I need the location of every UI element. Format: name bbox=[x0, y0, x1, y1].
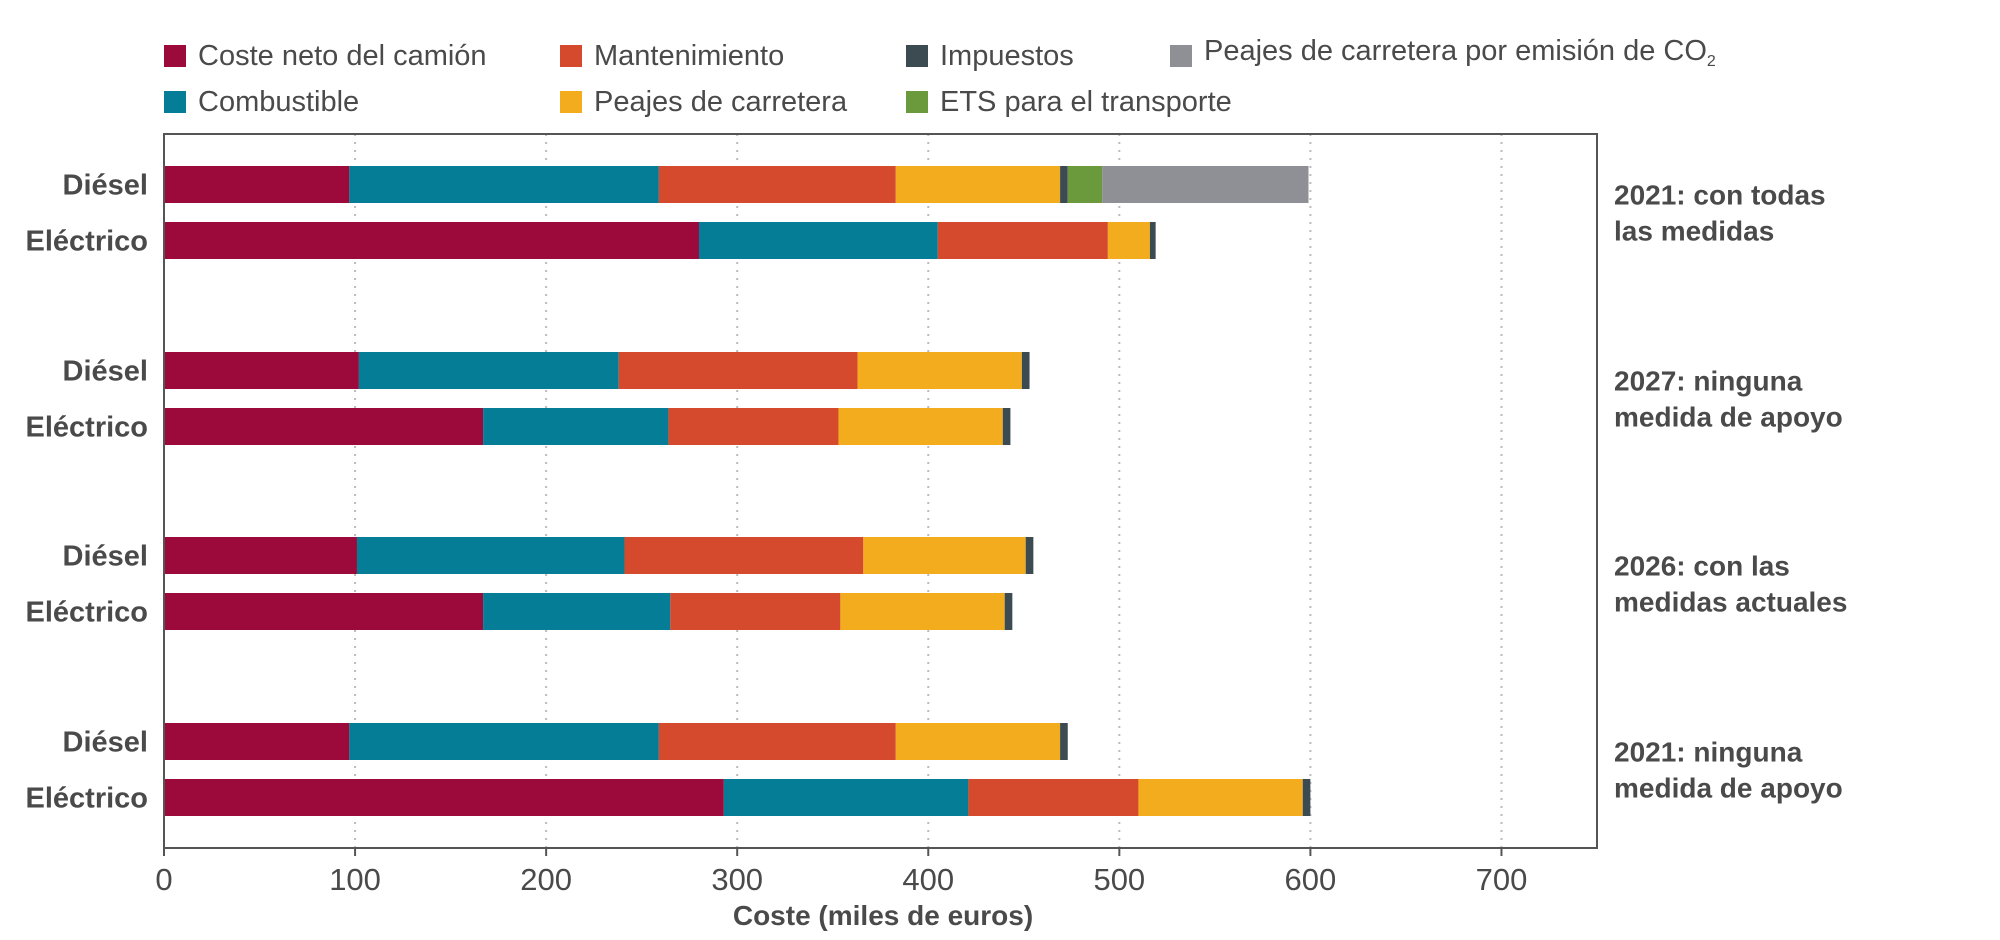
bar-segment-coste-neto bbox=[164, 779, 724, 816]
bar-segment-combustible bbox=[356, 537, 625, 574]
bar-segment-impuestos bbox=[1302, 779, 1311, 816]
row-label: Eléctrico bbox=[26, 226, 149, 258]
tick-label: 500 bbox=[1093, 862, 1145, 897]
bar-segment-mantenimiento bbox=[968, 779, 1139, 816]
bar-segment-coste-neto bbox=[164, 166, 350, 203]
bar-segment-combustible bbox=[358, 352, 619, 389]
legend-label-peajes-co2-subscript: 2 bbox=[1706, 52, 1716, 70]
bar-segment-coste-neto bbox=[164, 352, 359, 389]
bar-segment-mantenimiento bbox=[658, 723, 896, 760]
tick-label: 300 bbox=[711, 862, 763, 897]
legend-item-ets: ETS para el transporte bbox=[906, 80, 1232, 124]
legend-swatch-ets bbox=[906, 91, 928, 113]
bar-segment-combustible bbox=[483, 408, 669, 445]
legend-swatch-mantenimiento bbox=[560, 45, 582, 67]
row-label: Eléctrico bbox=[26, 597, 149, 629]
bar-segment-mantenimiento bbox=[658, 166, 896, 203]
group-label: las medidas bbox=[1614, 216, 1774, 247]
x-axis-title: Coste (miles de euros) bbox=[733, 900, 1033, 931]
bar-segment-mantenimiento bbox=[670, 593, 841, 630]
tick-label: 700 bbox=[1476, 862, 1528, 897]
legend-item-impuestos: Impuestos bbox=[906, 34, 1074, 78]
bar-segment-peajes bbox=[1138, 779, 1303, 816]
group-label: 2021: con todas bbox=[1614, 180, 1826, 211]
bar-segment-mantenimiento bbox=[618, 352, 858, 389]
bar-segment-coste-neto bbox=[164, 537, 357, 574]
legend-item-peajes: Peajes de carretera bbox=[560, 80, 847, 124]
row-label: Eléctrico bbox=[26, 783, 149, 815]
group-label: medida de apoyo bbox=[1614, 773, 1843, 804]
bar-segment-combustible bbox=[698, 222, 938, 259]
bar-segment-peajes bbox=[840, 593, 1005, 630]
bar-segment-ets bbox=[1067, 166, 1103, 203]
legend-item-mantenimiento: Mantenimiento bbox=[560, 34, 784, 78]
legend: Coste neto del camión Mantenimiento Impu… bbox=[164, 34, 1784, 134]
row-label: Diésel bbox=[63, 356, 148, 388]
legend-label-mantenimiento: Mantenimiento bbox=[594, 40, 785, 72]
bar-segment-combustible bbox=[723, 779, 969, 816]
group-label: medida de apoyo bbox=[1614, 402, 1843, 433]
row-labels: Diésel Eléctrico Diésel Eléctrico Diésel Eléc… bbox=[26, 170, 149, 815]
plot-border bbox=[163, 133, 1598, 849]
group-label: 2027: ninguna bbox=[1614, 366, 1803, 397]
legend-swatch-impuestos bbox=[906, 45, 928, 67]
plot-frame bbox=[163, 133, 1598, 849]
row-label: Diésel bbox=[63, 541, 148, 573]
bar-segment-impuestos bbox=[1021, 352, 1030, 389]
bar-segment-combustible bbox=[483, 593, 671, 630]
legend-swatch-peajes bbox=[560, 91, 582, 113]
bar-segment-peajes-co2 bbox=[1102, 166, 1309, 203]
bar-segment-mantenimiento bbox=[937, 222, 1108, 259]
bar-segment-peajes bbox=[1107, 222, 1150, 259]
bar-segment-peajes bbox=[895, 166, 1061, 203]
bar-segment-impuestos bbox=[1025, 537, 1034, 574]
group-label: medidas actuales bbox=[1614, 587, 1847, 618]
bar-segment-combustible bbox=[349, 166, 659, 203]
bar-segment-coste-neto bbox=[164, 723, 350, 760]
bar-segment-coste-neto bbox=[164, 408, 484, 445]
bar-segment-impuestos bbox=[1060, 166, 1068, 203]
bar-segment-impuestos bbox=[1149, 222, 1156, 259]
bar-segment-impuestos bbox=[1002, 408, 1011, 445]
row-label: Eléctrico bbox=[26, 412, 149, 444]
tick-label: 100 bbox=[329, 862, 381, 897]
bar-segment-peajes bbox=[895, 723, 1061, 760]
group-label: 2021: ninguna bbox=[1614, 737, 1803, 768]
row-label: Diésel bbox=[63, 170, 148, 202]
tick-label: 200 bbox=[520, 862, 572, 897]
bar-segment-peajes bbox=[857, 352, 1022, 389]
legend-item-coste-neto: Coste neto del camión bbox=[164, 34, 487, 78]
tick-label: 600 bbox=[1285, 862, 1337, 897]
group-labels: 2021: con todas las medidas 2027: ninguna m… bbox=[1614, 180, 1847, 804]
legend-item-combustible: Combustible bbox=[164, 80, 359, 124]
legend-label-coste-neto: Coste neto del camión bbox=[198, 40, 487, 72]
legend-label-peajes-co2: Peajes de carretera por emisión de CO2 bbox=[1204, 34, 1716, 70]
legend-label-ets: ETS para el transporte bbox=[940, 86, 1232, 118]
tick-label: 0 bbox=[155, 862, 172, 897]
x-ticks: 0 100 200 300 400 500 600 700 bbox=[155, 848, 1527, 897]
bar-segment-mantenimiento bbox=[624, 537, 864, 574]
legend-label-impuestos: Impuestos bbox=[940, 40, 1074, 72]
legend-label-peajes: Peajes de carretera bbox=[594, 86, 848, 118]
bar-segment-coste-neto bbox=[164, 222, 699, 259]
legend-item-peajes-co2: Peajes de carretera por emisión de CO2 bbox=[1170, 34, 1716, 78]
bar-segment-impuestos bbox=[1004, 593, 1013, 630]
legend-swatch-combustible bbox=[164, 91, 186, 113]
bar-segment-combustible bbox=[349, 723, 659, 760]
bar-segment-impuestos bbox=[1060, 723, 1068, 760]
legend-swatch-coste-neto bbox=[164, 45, 186, 67]
bar-segment-coste-neto bbox=[164, 593, 484, 630]
legend-swatch-peajes-co2 bbox=[1170, 45, 1192, 67]
bar-segment-mantenimiento bbox=[668, 408, 839, 445]
group-label: 2026: con las bbox=[1614, 551, 1790, 582]
bar-segment-peajes bbox=[863, 537, 1026, 574]
tick-label: 400 bbox=[902, 862, 954, 897]
row-label: Diésel bbox=[63, 727, 148, 759]
bars bbox=[164, 166, 1311, 816]
bar-segment-peajes bbox=[838, 408, 1003, 445]
legend-label-combustible: Combustible bbox=[198, 86, 360, 118]
